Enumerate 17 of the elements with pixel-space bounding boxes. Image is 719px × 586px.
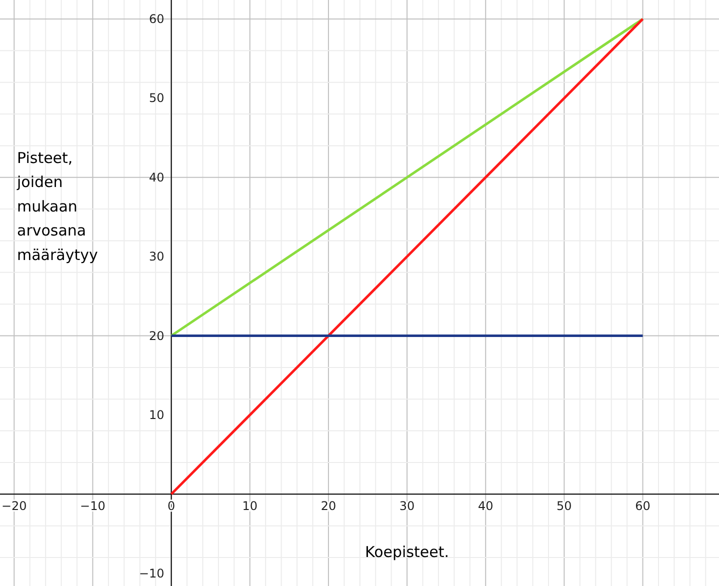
y-tick-label: 40: [149, 170, 164, 184]
x-tick-label: 60: [635, 499, 650, 514]
x-tick-label: 50: [556, 499, 572, 514]
y-tick-label: 30: [149, 250, 164, 264]
x-tick-label: −20: [1, 499, 27, 514]
y-tick-label: −10: [138, 566, 164, 580]
y-axis-title: Pisteet, joiden mukaan arvosana määräytyy: [16, 149, 98, 264]
y-tick-label: 20: [149, 328, 164, 343]
x-tick-label: −10: [80, 499, 106, 514]
x-tick-label: 20: [320, 499, 336, 514]
y-tick-label: 60: [149, 12, 164, 26]
x-tick-label: 40: [478, 499, 494, 514]
y-tick-label: 10: [149, 408, 164, 422]
y-tick-label: 50: [149, 91, 164, 106]
x-axis-title: Koepisteet.: [365, 543, 450, 562]
x-tick-label: 30: [399, 499, 415, 514]
x-tick-label: 10: [242, 499, 258, 514]
